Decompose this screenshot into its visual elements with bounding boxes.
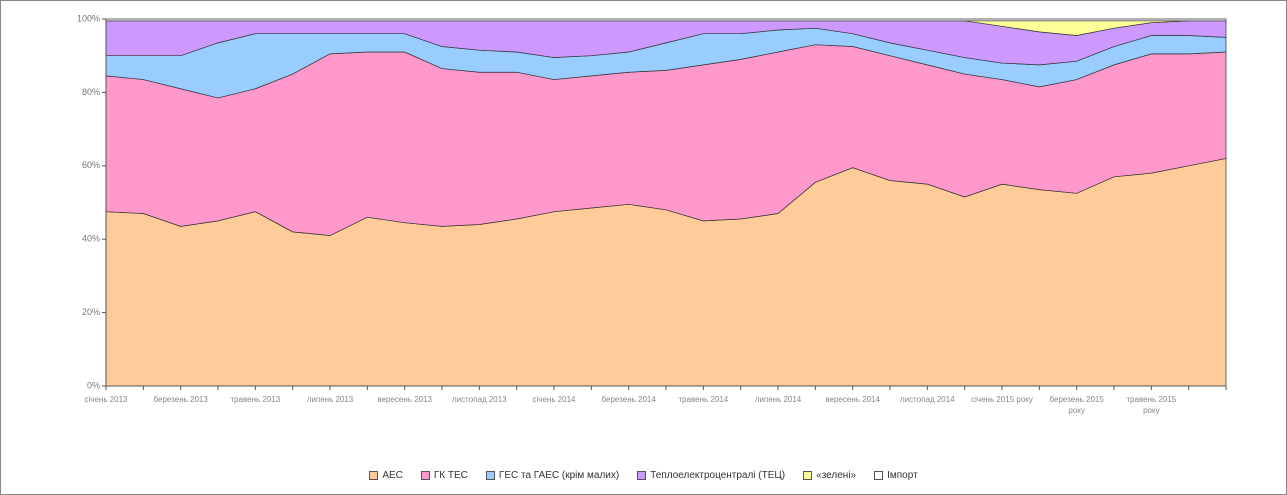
y-tick-label: 40% [82, 234, 100, 244]
legend-label: ГК ТЕС [433, 470, 468, 481]
plot: 0% 20% 40% 60% 80% 100% [77, 13, 1227, 390]
x-tick-label: липень 2013 [306, 395, 354, 404]
legend-swatch [803, 470, 813, 480]
legend: АЕС ГК ТЕС ГЕС та ГАЕС (крім малих) Теплоел… [1, 470, 1286, 481]
legend-swatch [485, 470, 495, 480]
y-tick-label: 20% [82, 307, 100, 317]
legend-swatch [874, 470, 884, 480]
legend-swatch [369, 470, 379, 480]
legend-label: «зелені» [816, 470, 857, 481]
x-tick-label: травень 2013 [230, 395, 281, 404]
legend-swatch [637, 470, 647, 480]
x-tick-label: травень 2015 року [1126, 395, 1177, 415]
x-tick-label: вересень 2014 [825, 395, 880, 404]
x-tick-label: листопад 2013 [452, 395, 507, 404]
legend-item: ГЕС та ГАЕС (крім малих) [485, 470, 620, 481]
legend-item: АЕС [369, 470, 403, 481]
legend-label: АЕС [382, 470, 403, 481]
y-tick-label: 60% [82, 160, 100, 170]
x-tick-label: березень 2014 [601, 395, 656, 404]
x-tick-label: січень 2014 [532, 395, 576, 404]
legend-item: «зелені» [803, 470, 856, 481]
legend-label: ГЕС та ГАЕС (крім малих) [498, 470, 620, 481]
x-tick-label: липень 2014 [754, 395, 802, 404]
area [105, 18, 1227, 22]
legend-label: Імпорт [887, 470, 918, 481]
y-tick-label: 80% [82, 87, 100, 97]
x-tick-label: травень 2014 [678, 395, 729, 404]
legend-item: Теплоелектроцентралі (ТЕЦ) [637, 470, 785, 481]
legend-item: Імпорт [874, 470, 918, 481]
y-tick-label: 0% [87, 380, 100, 390]
x-tick-label: вересень 2013 [377, 395, 432, 404]
x-tick-label: березень 2013 [153, 395, 208, 404]
x-tick-label: січень 2015 року [971, 395, 1033, 404]
y-tick-label: 100% [77, 13, 100, 23]
legend-item: ГК ТЕС [420, 470, 468, 481]
x-tick-label: січень 2013 [84, 395, 128, 404]
x-tick-label: березень 2015 року [1049, 395, 1104, 415]
legend-swatch [420, 470, 430, 480]
legend-label: Теплоелектроцентралі (ТЕЦ) [650, 470, 786, 481]
x-tick-label: листопад 2014 [900, 395, 955, 404]
